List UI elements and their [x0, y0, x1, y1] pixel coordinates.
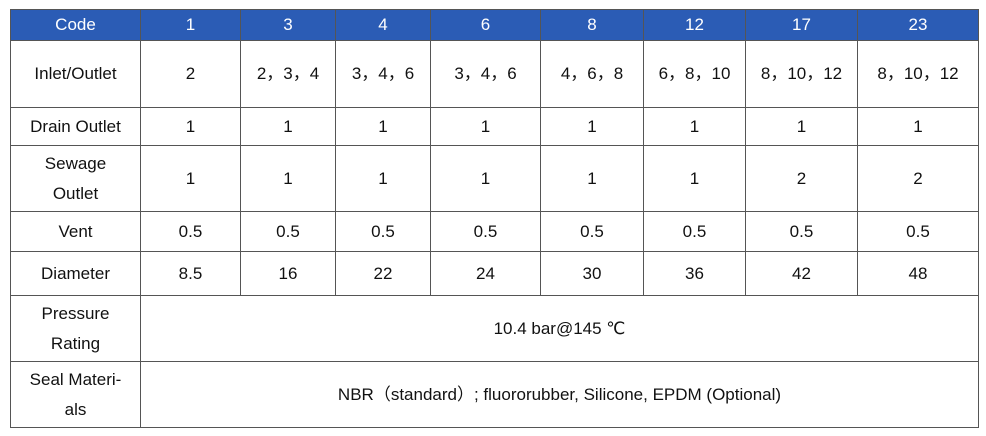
table-cell: 2 [140, 40, 241, 108]
table-cell: 2，3，4 [240, 40, 336, 108]
table-cell: 36 [643, 251, 746, 296]
table-cell: 8，10，12 [745, 40, 858, 108]
row-label: Pressure Rating [10, 295, 141, 362]
table-cell: 1 [335, 145, 431, 212]
header-cell: 6 [430, 9, 541, 41]
table-cell: 8.5 [140, 251, 241, 296]
table-cell: 1 [240, 107, 336, 146]
table-cell: 42 [745, 251, 858, 296]
table-row: Sewage Outlet 1 1 1 1 1 1 2 2 [10, 145, 979, 212]
table-row: Diameter 8.5 16 22 24 30 36 42 48 [10, 251, 979, 296]
table-row: Inlet/Outlet 2 2，3，4 3，4，6 3，4，6 4，6，8 6，8，10 8… [10, 40, 979, 108]
table-cell: 1 [745, 107, 858, 146]
header-cell: 12 [643, 9, 746, 41]
table-cell: 3，4，6 [430, 40, 541, 108]
table-cell: NBR（standard）; fluororubber, Silicone, E… [140, 361, 979, 428]
table-cell: 8，10，12 [857, 40, 979, 108]
table-cell: 1 [643, 145, 746, 212]
row-label: Inlet/Outlet [10, 40, 141, 108]
table-cell: 24 [430, 251, 541, 296]
table-row: Vent 0.5 0.5 0.5 0.5 0.5 0.5 0.5 0.5 [10, 211, 979, 252]
table-cell: 1 [540, 145, 644, 212]
header-row: Code 1 3 4 6 8 12 17 23 [10, 9, 979, 41]
row-label: Sewage Outlet [10, 145, 141, 212]
table-cell: 1 [430, 145, 541, 212]
spec-table: Code 1 3 4 6 8 12 17 23 Inlet/Outlet 2 2，3，4 3，4，6 3… [10, 9, 979, 428]
table-cell: 2 [857, 145, 979, 212]
header-cell: 1 [140, 9, 241, 41]
table-row: Seal Materi-als NBR（standard）; fluororubb… [10, 361, 979, 428]
table-cell: 48 [857, 251, 979, 296]
row-label: Drain Outlet [10, 107, 141, 146]
header-cell: 23 [857, 9, 979, 41]
table-cell: 30 [540, 251, 644, 296]
table-cell: 16 [240, 251, 336, 296]
table-cell: 0.5 [140, 211, 241, 252]
table-cell: 4，6，8 [540, 40, 644, 108]
table-cell: 0.5 [745, 211, 858, 252]
table-cell: 1 [430, 107, 541, 146]
header-cell: 3 [240, 9, 336, 41]
header-cell: 17 [745, 9, 858, 41]
row-label: Diameter [10, 251, 141, 296]
table-cell: 0.5 [335, 211, 431, 252]
table-cell: 1 [540, 107, 644, 146]
table-cell: 1 [140, 107, 241, 146]
table-cell: 0.5 [540, 211, 644, 252]
table-cell: 1 [335, 107, 431, 146]
row-label: Seal Materi-als [10, 361, 141, 428]
table-cell: 3，4，6 [335, 40, 431, 108]
table-cell: 6，8，10 [643, 40, 746, 108]
table-row: Drain Outlet 1 1 1 1 1 1 1 1 [10, 107, 979, 146]
table-cell: 0.5 [643, 211, 746, 252]
table-cell: 22 [335, 251, 431, 296]
table-cell: 0.5 [240, 211, 336, 252]
table-body: Inlet/Outlet 2 2，3，4 3，4，6 3，4，6 4，6，8 6，8，10 8… [10, 40, 979, 428]
header-cell: 4 [335, 9, 431, 41]
table-cell: 2 [745, 145, 858, 212]
header-cell: 8 [540, 9, 644, 41]
table-cell: 10.4 bar@145 ℃ [140, 295, 979, 362]
header-cell: Code [10, 9, 141, 41]
table-cell: 0.5 [430, 211, 541, 252]
table-cell: 1 [857, 107, 979, 146]
table-cell: 1 [140, 145, 241, 212]
row-label: Vent [10, 211, 141, 252]
table-row: Pressure Rating 10.4 bar@145 ℃ [10, 295, 979, 362]
table-cell: 0.5 [857, 211, 979, 252]
table-cell: 1 [240, 145, 336, 212]
table-cell: 1 [643, 107, 746, 146]
